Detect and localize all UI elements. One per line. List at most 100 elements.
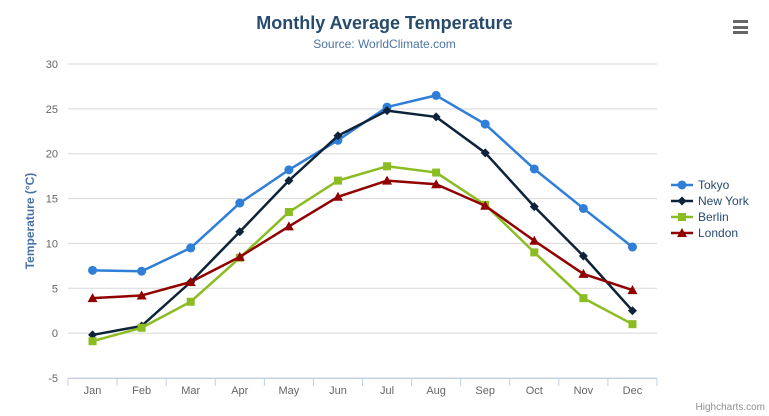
x-tick-label: Jan — [84, 385, 102, 397]
x-tick-label: Oct — [526, 385, 543, 397]
point-london-jan[interactable] — [87, 293, 98, 303]
point-berlin-oct[interactable] — [530, 248, 539, 257]
y-tick-label: -5 — [48, 373, 58, 385]
series-line-tokyo[interactable] — [91, 94, 634, 273]
point-berlin-nov[interactable] — [579, 294, 588, 303]
y-tick-label: 5 — [52, 283, 58, 295]
square-marker-icon — [671, 213, 693, 221]
legend-item-label: Berlin — [698, 210, 729, 224]
highcharts-credit[interactable]: Highcharts.com — [695, 402, 765, 413]
legend-item-label: Tokyo — [698, 178, 730, 192]
triangle-marker-icon — [671, 228, 693, 237]
legend-item-label: London — [698, 226, 739, 240]
point-berlin-aug[interactable] — [432, 168, 441, 177]
point-berlin-jan[interactable] — [88, 337, 97, 346]
circle-marker-icon — [677, 180, 687, 190]
point-tokyo-nov[interactable] — [578, 203, 588, 213]
chart-title: Monthly Average Temperature — [256, 13, 513, 33]
x-tick-label: Jun — [329, 385, 347, 397]
point-tokyo-may[interactable] — [284, 165, 294, 175]
point-berlin-mar[interactable] — [186, 297, 195, 306]
point-tokyo-dec[interactable] — [627, 242, 637, 252]
series-london[interactable] — [87, 175, 638, 303]
point-london-oct[interactable] — [529, 235, 540, 245]
y-tick-label: 30 — [46, 59, 58, 71]
point-berlin-feb[interactable] — [137, 323, 146, 332]
point-london-sep[interactable] — [480, 200, 491, 210]
point-new-york-nov[interactable] — [578, 251, 588, 261]
point-berlin-jun[interactable] — [333, 176, 342, 185]
point-tokyo-jan[interactable] — [88, 265, 98, 275]
hamburger-menu-icon — [733, 20, 748, 23]
x-tick-label: May — [278, 385, 299, 397]
chart-subtitle: Source: WorldClimate.com — [313, 37, 456, 51]
point-new-york-oct[interactable] — [529, 202, 539, 212]
x-axis-labels: Jan Feb Mar Apr May Jun Jul Aug Sep Oct Nov Dec — [84, 385, 643, 397]
series-line-new-york[interactable] — [91, 109, 634, 337]
triangle-marker-icon — [677, 228, 687, 237]
series-tokyo[interactable] — [88, 90, 637, 276]
point-new-york-jan[interactable] — [88, 330, 98, 340]
x-tick-label: Apr — [231, 385, 248, 397]
point-london-aug[interactable] — [431, 179, 442, 189]
point-london-apr[interactable] — [234, 251, 245, 261]
point-berlin-may[interactable] — [284, 208, 293, 217]
series-berlin[interactable] — [88, 162, 637, 346]
series-line-berlin[interactable] — [91, 165, 634, 343]
point-new-york-dec[interactable] — [627, 306, 637, 316]
point-london-dec[interactable] — [627, 285, 638, 295]
point-tokyo-feb[interactable] — [137, 266, 147, 276]
point-new-york-apr[interactable] — [235, 227, 245, 237]
point-new-york-may[interactable] — [284, 176, 294, 186]
legend-item-new-york[interactable]: New York — [671, 193, 749, 209]
legend-item-berlin[interactable]: Berlin — [671, 209, 749, 225]
series-new-york[interactable] — [88, 106, 637, 340]
x-tick-label: Aug — [426, 385, 446, 397]
point-tokyo-mar[interactable] — [186, 243, 196, 253]
y-gridlines — [68, 63, 657, 379]
point-london-jun[interactable] — [332, 191, 343, 201]
point-berlin-dec[interactable] — [628, 320, 637, 329]
point-london-jul[interactable] — [382, 175, 393, 185]
x-tick-label: Dec — [623, 385, 643, 397]
export-menu-button[interactable] — [733, 20, 748, 34]
circle-marker-icon — [671, 180, 693, 190]
y-tick-label: 10 — [46, 238, 58, 250]
hamburger-menu-icon — [733, 31, 748, 34]
x-tick-label: Mar — [181, 385, 200, 397]
point-tokyo-apr[interactable] — [235, 198, 245, 208]
point-tokyo-aug[interactable] — [431, 90, 441, 100]
square-marker-icon — [678, 213, 686, 221]
y-axis-labels: -5 0 5 10 15 20 25 30 — [46, 59, 58, 385]
point-london-nov[interactable] — [578, 268, 589, 278]
point-berlin-jul[interactable] — [383, 162, 392, 171]
y-axis-title: Temperature (°C) — [23, 172, 37, 270]
hamburger-menu-icon — [733, 25, 748, 29]
y-tick-label: 0 — [52, 328, 58, 340]
x-tick-label: Sep — [475, 385, 495, 397]
x-tick-label: Nov — [574, 385, 594, 397]
point-london-mar[interactable] — [185, 277, 196, 287]
x-tick-label: Feb — [132, 385, 151, 397]
legend-item-london[interactable]: London — [671, 225, 749, 241]
y-tick-label: 25 — [46, 104, 58, 116]
point-london-feb[interactable] — [136, 290, 147, 300]
point-new-york-aug[interactable] — [431, 112, 441, 122]
y-tick-label: 15 — [46, 194, 58, 206]
y-tick-label: 20 — [46, 149, 58, 161]
legend: Tokyo New York Berlin London — [671, 177, 749, 241]
point-new-york-jun[interactable] — [333, 131, 343, 141]
point-tokyo-oct[interactable] — [529, 164, 539, 174]
x-tick-label: Jul — [380, 385, 394, 397]
diamond-marker-icon — [671, 196, 693, 206]
point-london-may[interactable] — [283, 221, 294, 231]
legend-item-tokyo[interactable]: Tokyo — [671, 177, 749, 193]
x-axis — [67, 378, 658, 386]
point-tokyo-sep[interactable] — [480, 119, 490, 129]
point-new-york-jul[interactable] — [382, 106, 392, 116]
point-new-york-sep[interactable] — [480, 148, 490, 158]
legend-item-label: New York — [698, 194, 749, 208]
series-line-london[interactable] — [91, 179, 634, 300]
